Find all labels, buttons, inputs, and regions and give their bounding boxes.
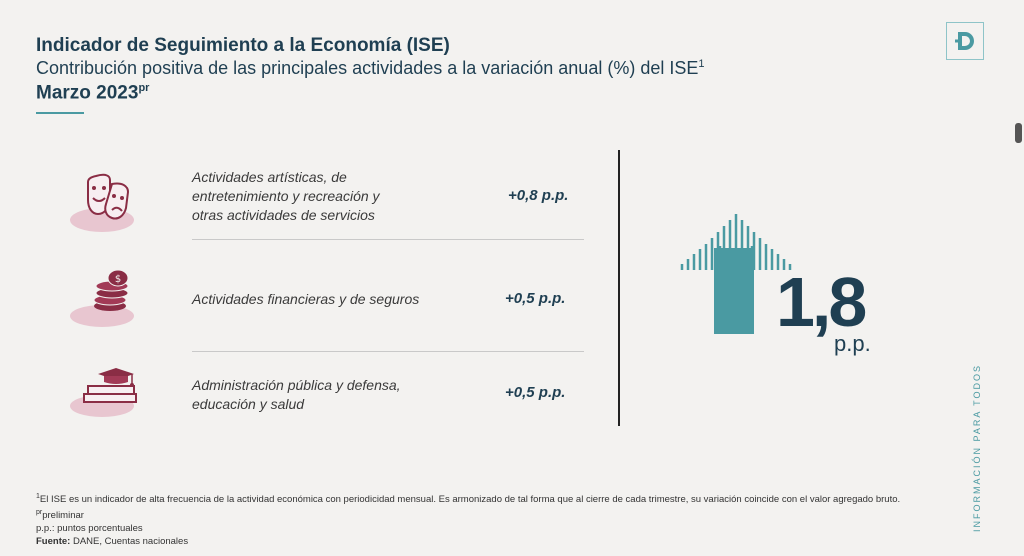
source-note: Fuente: DANE, Cuentas nacionales (36, 536, 189, 548)
activity-value-3: +0,5 p.p. (505, 384, 566, 401)
books-graduation-cap-icon (66, 362, 146, 427)
slogan-text: INFORMACIÓN PARA TODOS (972, 363, 982, 532)
footnote-3: p.p.: puntos porcentuales (36, 523, 143, 535)
footnotes: 1El ISE es un indicador de alta frecuenc… (36, 490, 900, 548)
row-divider (192, 239, 584, 240)
vertical-divider (618, 150, 620, 426)
total-unit: p.p. (834, 331, 871, 356)
total-value: 1,8 (776, 263, 867, 341)
preliminary-mark: pr (138, 82, 150, 94)
page-title: Indicador de Seguimiento a la Economía (… (36, 35, 450, 56)
theater-masks-icon (66, 168, 146, 243)
activity-label-2: Actividades financieras y de seguros (192, 291, 420, 307)
dane-logo-icon (946, 22, 984, 60)
footnote-2: prpreliminar (36, 509, 84, 522)
period-label: Marzo 2023pr (36, 82, 150, 104)
svg-text:$: $ (115, 274, 121, 285)
activity-value-1: +0,8 p.p. (508, 187, 569, 204)
coins-stack-icon: $ (66, 266, 146, 337)
up-arrow-icon (676, 210, 796, 341)
scrollbar-thumb[interactable] (1015, 123, 1022, 143)
footnote-ref: 1 (698, 58, 705, 70)
page-subtitle: Contribución positiva de las principales… (36, 58, 705, 78)
activity-label-3: Administración pública y defensa, educac… (192, 377, 401, 412)
row-divider (192, 351, 584, 352)
activity-value-2: +0,5 p.p. (505, 290, 566, 307)
title-underline (36, 112, 84, 114)
footnote-1: 1El ISE es un indicador de alta frecuenc… (36, 493, 901, 506)
activity-label-1: Actividades artísticas, de entretenimien… (192, 169, 380, 223)
